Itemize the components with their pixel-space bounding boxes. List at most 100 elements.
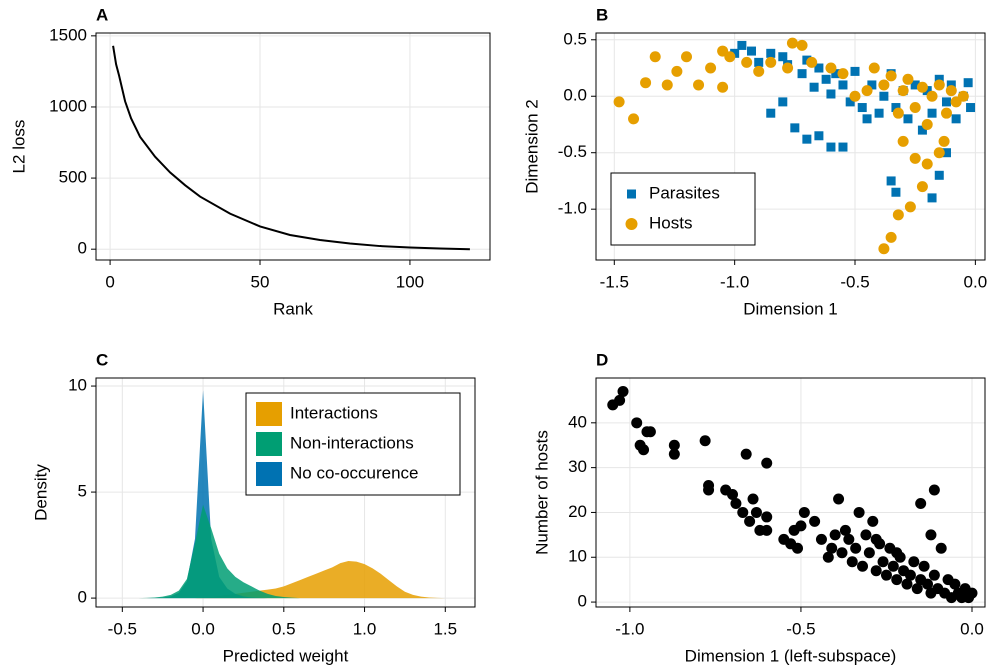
point bbox=[846, 556, 858, 568]
point bbox=[870, 533, 882, 545]
panel: D -1.0 -0.5 0.0 0 10 20 30 40 Dimension 1 (left-s… bbox=[532, 350, 986, 665]
point bbox=[966, 587, 978, 599]
point bbox=[631, 417, 643, 429]
y-tick-label: 0.0 bbox=[563, 86, 587, 105]
y-tick-label: -0.5 bbox=[558, 142, 587, 161]
x-tick-label: 100 bbox=[396, 272, 424, 291]
point bbox=[802, 134, 812, 144]
plot-area bbox=[607, 385, 978, 604]
y-tick-label: 1000 bbox=[49, 96, 87, 115]
point bbox=[617, 385, 629, 397]
y-tick-label: 0 bbox=[78, 588, 87, 607]
x-tick-label: 0.0 bbox=[964, 272, 988, 291]
line bbox=[112, 45, 470, 251]
y-axis-label: Density bbox=[31, 464, 50, 521]
point bbox=[744, 515, 756, 527]
point bbox=[831, 69, 841, 79]
point bbox=[705, 62, 717, 74]
point bbox=[928, 484, 940, 496]
point bbox=[892, 209, 904, 221]
point bbox=[853, 506, 865, 518]
point bbox=[863, 547, 875, 559]
point bbox=[850, 66, 860, 76]
point bbox=[640, 77, 652, 89]
point bbox=[836, 547, 848, 559]
point bbox=[945, 85, 957, 97]
point bbox=[897, 135, 909, 147]
point bbox=[845, 97, 855, 107]
y-axis-label: Number of hosts bbox=[532, 430, 551, 555]
point bbox=[861, 85, 873, 97]
point bbox=[857, 103, 867, 113]
point bbox=[839, 524, 851, 536]
x-tick-label: 1.0 bbox=[353, 619, 377, 638]
point bbox=[927, 193, 937, 203]
point bbox=[951, 114, 961, 124]
point bbox=[741, 56, 753, 68]
point bbox=[909, 152, 921, 164]
point bbox=[915, 497, 927, 509]
point bbox=[904, 201, 916, 213]
legend: Interactions Non-interactions No co-occure… bbox=[245, 392, 461, 496]
point bbox=[814, 63, 824, 73]
x-tick-label: 0.5 bbox=[272, 619, 296, 638]
point bbox=[754, 57, 764, 67]
legend-swatch bbox=[256, 402, 282, 426]
point bbox=[949, 578, 961, 590]
point bbox=[766, 48, 776, 58]
legend-frame bbox=[610, 172, 756, 246]
point bbox=[838, 80, 848, 90]
point bbox=[740, 448, 752, 460]
point bbox=[917, 125, 927, 135]
point bbox=[938, 135, 950, 147]
point bbox=[921, 118, 933, 130]
point bbox=[916, 181, 928, 193]
x-tick-label: -1.0 bbox=[615, 619, 644, 638]
point bbox=[934, 170, 944, 180]
point bbox=[628, 113, 640, 125]
point bbox=[918, 560, 930, 572]
point bbox=[891, 187, 901, 197]
point bbox=[797, 69, 807, 79]
point bbox=[886, 176, 896, 186]
point bbox=[933, 79, 945, 91]
point bbox=[867, 80, 877, 90]
point bbox=[903, 114, 913, 124]
point bbox=[766, 108, 776, 118]
legend-swatch bbox=[256, 432, 282, 456]
point bbox=[671, 65, 683, 77]
point bbox=[921, 158, 933, 170]
point bbox=[922, 578, 934, 590]
point bbox=[826, 542, 838, 554]
point bbox=[792, 542, 804, 554]
point bbox=[925, 529, 937, 541]
point bbox=[753, 65, 765, 77]
x-tick-label: -0.5 bbox=[786, 619, 815, 638]
area bbox=[138, 390, 462, 599]
point bbox=[874, 108, 884, 118]
point bbox=[941, 97, 951, 107]
legend-label: Non-interactions bbox=[290, 433, 414, 452]
point bbox=[786, 37, 798, 49]
x-tick-label: -1.0 bbox=[720, 272, 749, 291]
point bbox=[822, 551, 834, 563]
point bbox=[778, 97, 788, 107]
point bbox=[821, 74, 831, 84]
point bbox=[935, 542, 947, 554]
x-tick-label: 0.0 bbox=[960, 619, 984, 638]
point bbox=[902, 73, 914, 85]
point bbox=[926, 90, 938, 102]
y-tick-label: 5 bbox=[78, 482, 87, 501]
point bbox=[885, 70, 897, 82]
point bbox=[815, 533, 827, 545]
point bbox=[737, 40, 747, 50]
point bbox=[761, 511, 773, 523]
point bbox=[829, 529, 841, 541]
point bbox=[928, 569, 940, 581]
y-tick-label: -1.0 bbox=[558, 199, 587, 218]
point bbox=[668, 439, 680, 451]
point bbox=[795, 520, 807, 532]
panel-title: B bbox=[596, 5, 608, 24]
legend-label: Hosts bbox=[649, 213, 692, 232]
